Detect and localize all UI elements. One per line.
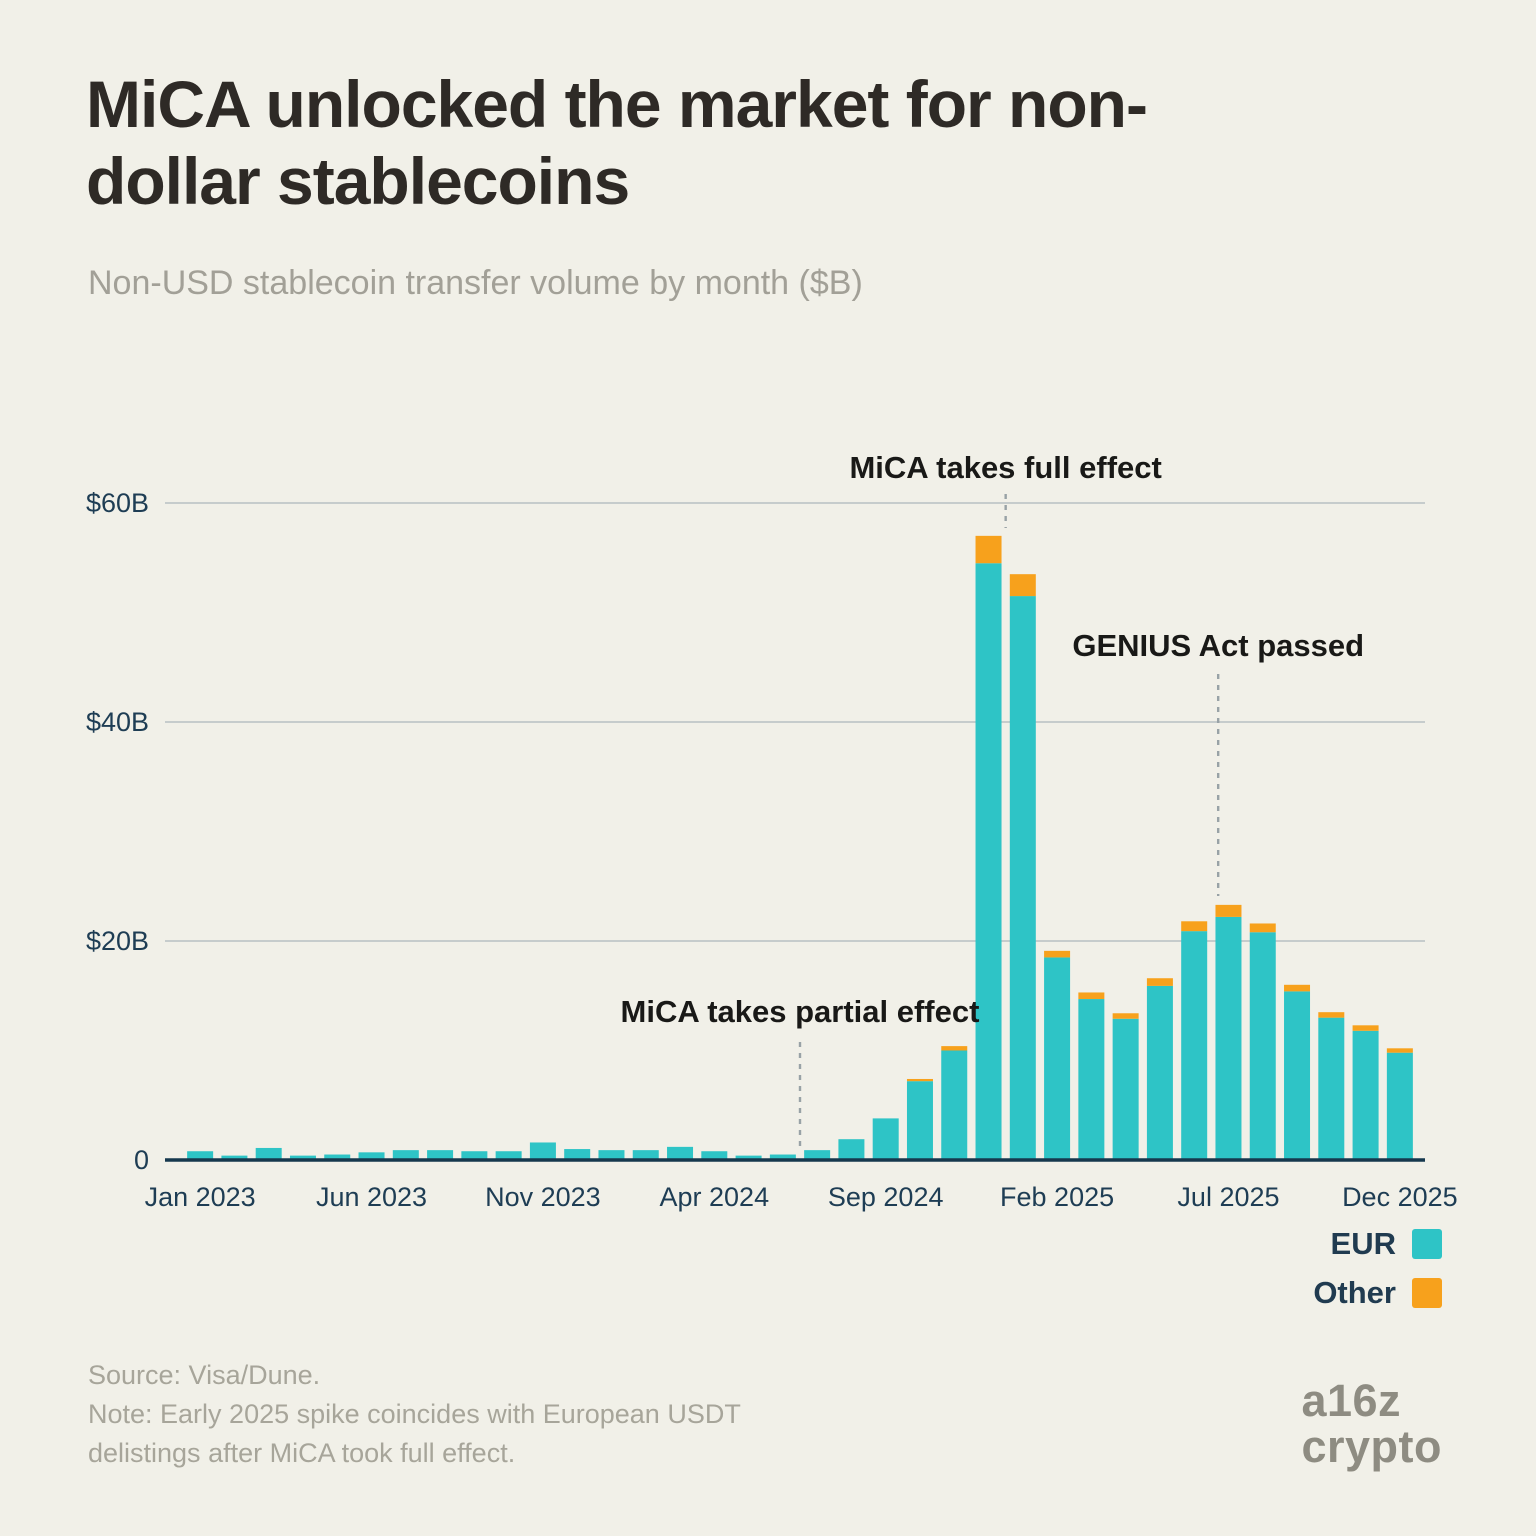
source-line: Source: Visa/Dune. [88, 1360, 321, 1390]
bar-other [1386, 1048, 1413, 1053]
bar-eur [941, 1050, 968, 1160]
bar-other [906, 1078, 933, 1082]
bar-eur [1078, 999, 1105, 1160]
note-line: Note: Early 2025 spike coincides with Eu… [88, 1399, 741, 1469]
bar-eur [255, 1147, 282, 1160]
legend-item-other: Other [1313, 1275, 1442, 1311]
bar-eur [598, 1150, 625, 1160]
bar-eur [804, 1150, 831, 1160]
x-axis-tick-label: Feb 2025 [1000, 1182, 1114, 1212]
bar-eur [564, 1149, 591, 1160]
legend-label-other: Other [1313, 1275, 1396, 1310]
bar-other [1181, 921, 1208, 932]
bar-eur [1386, 1052, 1413, 1160]
bar-other [1284, 984, 1311, 992]
chart-title-line1: MiCA unlocked the market for non- [86, 67, 1148, 141]
x-axis-tick-label: Apr 2024 [660, 1182, 770, 1212]
bar-eur [427, 1150, 454, 1160]
bar-eur [1318, 1017, 1345, 1160]
x-axis-tick-label: Jun 2023 [316, 1182, 427, 1212]
bar-eur [529, 1142, 556, 1160]
bar-eur [1044, 957, 1071, 1160]
legend-label-eur: EUR [1330, 1226, 1396, 1261]
x-axis-tick-label: Nov 2023 [485, 1182, 601, 1212]
x-axis-tick-label: Sep 2024 [828, 1182, 944, 1212]
annotation-label: MiCA takes partial effect [621, 994, 980, 1029]
bar-eur [1181, 931, 1208, 1160]
bar-other [975, 535, 1002, 564]
bar-eur [1146, 985, 1173, 1160]
bar-eur [495, 1151, 522, 1160]
logo-line-a16z: a16z [1301, 1375, 1402, 1426]
bar-other [1352, 1025, 1379, 1031]
y-axis-tick-label: 0 [134, 1145, 149, 1175]
bar-other [1318, 1012, 1345, 1018]
chart-title: MiCA unlocked the market for non- dollar… [86, 66, 1406, 220]
x-axis-tick-label: Jul 2025 [1177, 1182, 1279, 1212]
chart-title-line2: dollar stablecoins [86, 144, 630, 219]
bar-other [1146, 978, 1173, 986]
legend-item-eur: EUR [1331, 1226, 1442, 1262]
legend-swatch-eur [1412, 1229, 1442, 1259]
bar-other [1009, 574, 1036, 597]
y-axis-tick-label: $60B [86, 488, 149, 518]
bar-eur [1215, 916, 1242, 1160]
chart-legend: EUR Other [1313, 1226, 1442, 1311]
source-note: Source: Visa/Dune. Note: Early 2025 spik… [88, 1356, 778, 1473]
bar-eur [358, 1152, 385, 1160]
x-axis-tick-label: Dec 2025 [1342, 1182, 1458, 1212]
bar-eur [975, 563, 1002, 1160]
bar-eur [1009, 596, 1036, 1160]
bar-eur [1112, 1018, 1139, 1160]
bar-eur [906, 1081, 933, 1160]
chart-subtitle: Non-USD stablecoin transfer volume by mo… [88, 264, 863, 302]
bar-eur [872, 1118, 899, 1160]
bar-eur [769, 1154, 796, 1160]
bar-other [1078, 992, 1105, 1000]
annotation-label: GENIUS Act passed [1072, 628, 1364, 663]
x-axis-tick-label: Jan 2023 [145, 1182, 256, 1212]
bar-eur [392, 1150, 419, 1160]
legend-swatch-other [1412, 1278, 1442, 1308]
y-axis-tick-label: $20B [86, 926, 149, 956]
bar-eur [701, 1151, 728, 1160]
bar-other [1249, 923, 1276, 933]
bar-other [1215, 904, 1242, 917]
bar-other [1112, 1013, 1139, 1019]
logo-line-crypto: crypto [1301, 1420, 1442, 1472]
a16z-crypto-logo: a16z crypto [1301, 1378, 1442, 1470]
bar-eur [461, 1151, 488, 1160]
bar-eur [667, 1146, 694, 1160]
bar-eur [735, 1155, 762, 1160]
bar-eur [1249, 932, 1276, 1160]
bar-eur [289, 1155, 316, 1160]
bar-eur [221, 1155, 248, 1160]
bar-eur [324, 1154, 351, 1160]
bar-eur [1352, 1030, 1379, 1160]
bar-eur [632, 1150, 659, 1160]
bar-eur [1284, 991, 1311, 1160]
bar-eur [838, 1139, 865, 1160]
bar-other [1044, 950, 1071, 958]
y-axis-tick-label: $40B [86, 707, 149, 737]
bar-eur [187, 1151, 214, 1160]
bar-other [941, 1046, 968, 1051]
annotation-label: MiCA takes full effect [849, 450, 1161, 485]
